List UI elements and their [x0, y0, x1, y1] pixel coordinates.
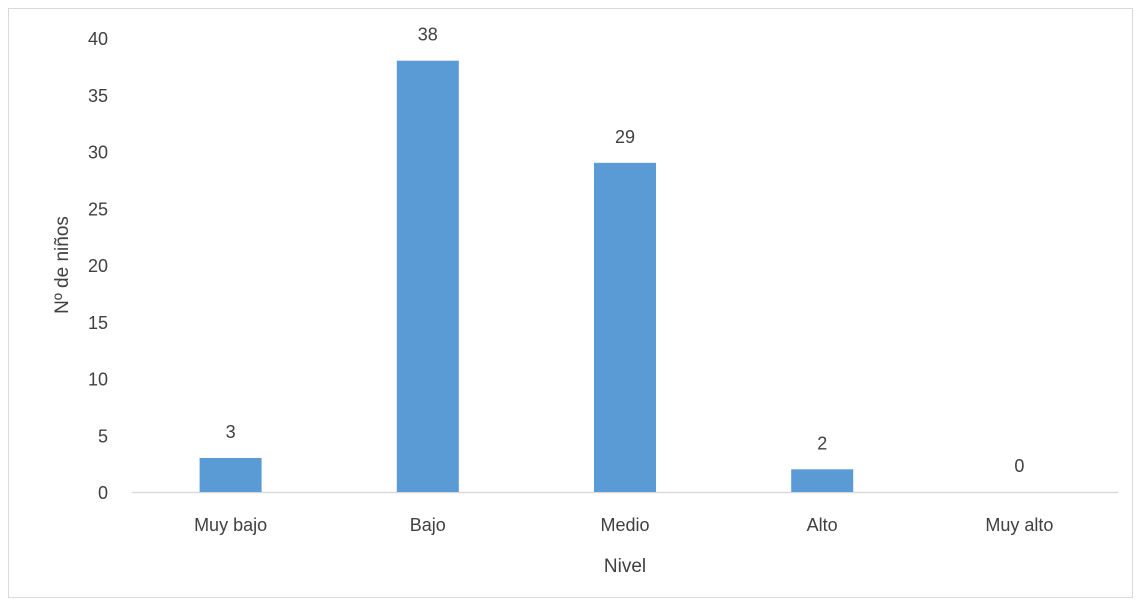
- chart-frame: [8, 8, 1133, 598]
- x-tick-label: Alto: [807, 515, 838, 535]
- y-tick-label: 5: [98, 426, 108, 446]
- y-tick-label: 10: [88, 370, 108, 390]
- y-tick-label: 30: [88, 143, 108, 163]
- x-tick-label: Muy bajo: [194, 515, 267, 535]
- y-tick-label: 25: [88, 199, 108, 219]
- y-axis-ticks: 0 5 10 15 20 25 30 35 40: [88, 29, 108, 503]
- bar-value-label: 29: [615, 127, 635, 147]
- x-axis-title: Nivel: [604, 556, 646, 577]
- bar: [791, 469, 854, 492]
- bar-value-label: 3: [226, 422, 236, 442]
- y-tick-label: 20: [88, 256, 108, 276]
- y-tick-label: 15: [88, 313, 108, 333]
- y-axis-title: Nº de niños: [52, 216, 73, 314]
- x-tick-label: Muy alto: [985, 515, 1053, 535]
- bar-value-label: 2: [817, 433, 827, 453]
- bar: [199, 457, 262, 492]
- x-tick-label: Medio: [600, 515, 649, 535]
- y-tick-label: 35: [88, 86, 108, 106]
- bar: [594, 162, 656, 492]
- bar-value-label: 0: [1014, 456, 1024, 476]
- y-tick-label: 0: [98, 483, 108, 503]
- bar-value-label: 38: [418, 25, 438, 45]
- x-axis-ticks: Muy bajo Bajo Medio Alto Muy alto: [194, 515, 1053, 535]
- x-tick-label: Bajo: [410, 515, 446, 535]
- bar: [396, 60, 459, 492]
- y-tick-label: 40: [88, 29, 108, 49]
- bars: [199, 60, 854, 492]
